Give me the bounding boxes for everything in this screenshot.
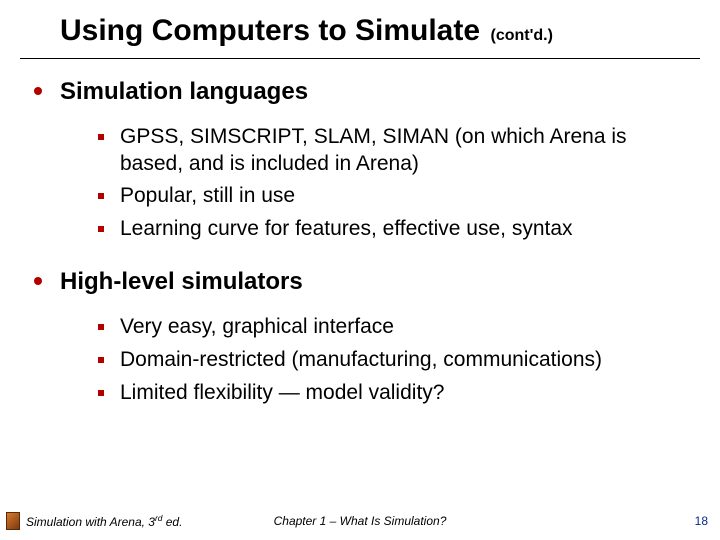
sub-list: Very easy, graphical interface Domain-re…	[34, 304, 690, 431]
bullet-top: High-level simulators	[34, 267, 690, 298]
square-bullet-icon	[98, 193, 104, 199]
footer: Simulation with Arena, 3rd ed. Chapter 1…	[0, 512, 720, 530]
slide: Using Computers to Simulate (cont'd.) Si…	[0, 0, 720, 540]
bullet-top: Simulation languages	[34, 77, 690, 108]
square-bullet-icon	[98, 226, 104, 232]
page-number: 18	[695, 514, 708, 528]
disc-bullet-icon	[34, 87, 42, 95]
disc-bullet-icon	[34, 277, 42, 285]
content-area: Simulation languages GPSS, SIMSCRIPT, SL…	[0, 59, 720, 431]
sub-bullet-text: Popular, still in use	[120, 183, 295, 210]
sub-bullet: Learning curve for features, effective u…	[98, 216, 690, 243]
square-bullet-icon	[98, 390, 104, 396]
sub-list: GPSS, SIMSCRIPT, SLAM, SIMAN (on which A…	[34, 114, 690, 268]
footer-left-prefix: Simulation with Arena, 3	[26, 515, 155, 529]
sub-bullet-text: Limited flexibility — model validity?	[120, 380, 444, 407]
bullet-heading: High-level simulators	[60, 267, 303, 298]
sub-bullet: Domain-restricted (manufacturing, commun…	[98, 347, 690, 374]
book-icon	[6, 512, 20, 530]
sub-bullet: GPSS, SIMSCRIPT, SLAM, SIMAN (on which A…	[98, 124, 690, 178]
footer-left-suffix: ed.	[162, 515, 182, 529]
slide-title: Using Computers to Simulate	[60, 14, 480, 47]
title-block: Using Computers to Simulate (cont'd.)	[0, 0, 720, 54]
sub-bullet: Popular, still in use	[98, 183, 690, 210]
square-bullet-icon	[98, 324, 104, 330]
sub-bullet-text: Domain-restricted (manufacturing, commun…	[120, 347, 602, 374]
sub-bullet-text: Learning curve for features, effective u…	[120, 216, 573, 243]
square-bullet-icon	[98, 134, 104, 140]
slide-title-suffix: (cont'd.)	[491, 27, 553, 44]
bullet-heading: Simulation languages	[60, 77, 308, 108]
footer-left: Simulation with Arena, 3rd ed.	[26, 513, 182, 529]
sub-bullet-text: Very easy, graphical interface	[120, 314, 394, 341]
sub-bullet-text: GPSS, SIMSCRIPT, SLAM, SIMAN (on which A…	[120, 124, 690, 178]
square-bullet-icon	[98, 357, 104, 363]
sub-bullet: Limited flexibility — model validity?	[98, 380, 690, 407]
sub-bullet: Very easy, graphical interface	[98, 314, 690, 341]
